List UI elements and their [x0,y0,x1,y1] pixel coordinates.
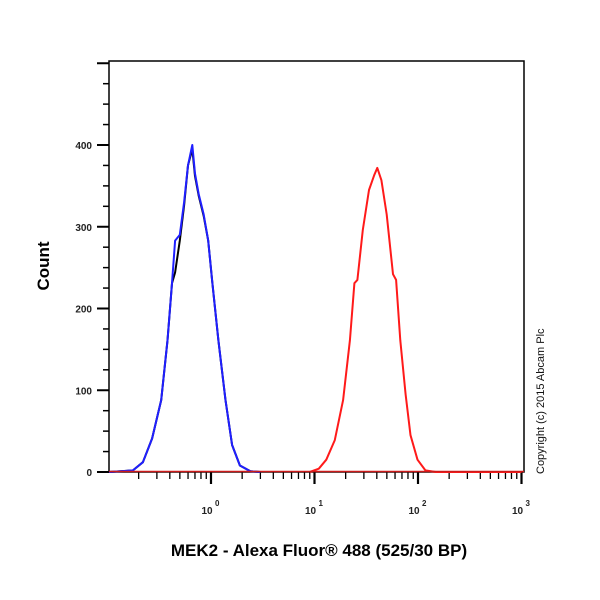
copyright-annotation: Copyright (c) 2015 Abcam Plc [535,328,547,474]
y-tick-label: 300 [75,223,92,234]
x-tick-label: 10 [305,506,317,517]
plot-frame [108,60,525,473]
x-tick-label: 10 [201,506,213,517]
series-line-isotype-control [108,144,261,473]
y-axis-ticks: 0 100 200 300 400 [75,62,109,479]
x-axis-title: MEK2 - Alexa Fluor® 488 (525/30 BP) [171,541,467,560]
y-tick-label: 200 [75,305,92,316]
series-line-mek2-antibody [309,166,522,473]
x-tick-exponent: 1 [319,499,324,508]
histogram-series [108,144,524,473]
y-axis-title: Count [34,241,53,290]
x-tick-label: 10 [512,506,524,517]
x-tick-exponent: 3 [526,499,531,508]
y-tick-label: 0 [86,468,92,479]
x-tick-exponent: 2 [422,499,427,508]
y-tick-label: 100 [75,386,92,397]
x-tick-label: 10 [408,506,420,517]
x-tick-exponent: 0 [215,499,220,508]
y-tick-label: 400 [75,141,92,152]
